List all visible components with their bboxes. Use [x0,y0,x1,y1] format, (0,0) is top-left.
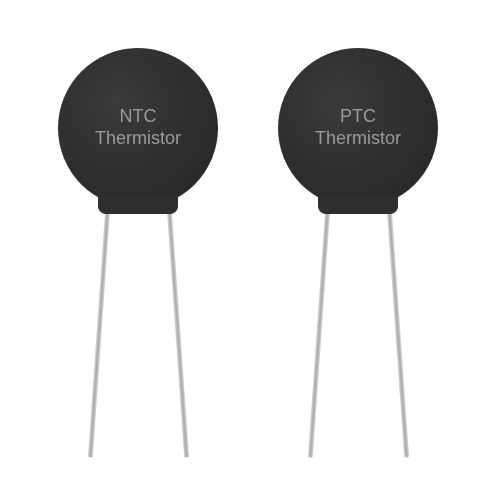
ntc-lead-left [88,198,111,458]
ntc-base-bump [98,194,178,214]
diagram-canvas: NTC Thermistor PTC Thermistor [0,0,500,500]
ntc-lead-right [166,198,189,458]
ptc-leads [278,198,438,458]
ptc-lead-right [386,198,409,458]
ntc-disc: NTC Thermistor [58,48,218,208]
ptc-thermistor: PTC Thermistor [278,48,438,208]
ptc-body: PTC Thermistor [278,48,438,208]
ntc-label-line1: NTC [120,106,157,128]
ntc-body: NTC Thermistor [58,48,218,208]
ptc-label-line2: Thermistor [315,128,401,150]
ptc-lead-left [308,198,331,458]
ptc-disc: PTC Thermistor [278,48,438,208]
ptc-base-bump [318,194,398,214]
ntc-thermistor: NTC Thermistor [58,48,218,208]
ntc-label-line2: Thermistor [95,128,181,150]
ntc-leads [58,198,218,458]
ptc-label-line1: PTC [340,106,376,128]
